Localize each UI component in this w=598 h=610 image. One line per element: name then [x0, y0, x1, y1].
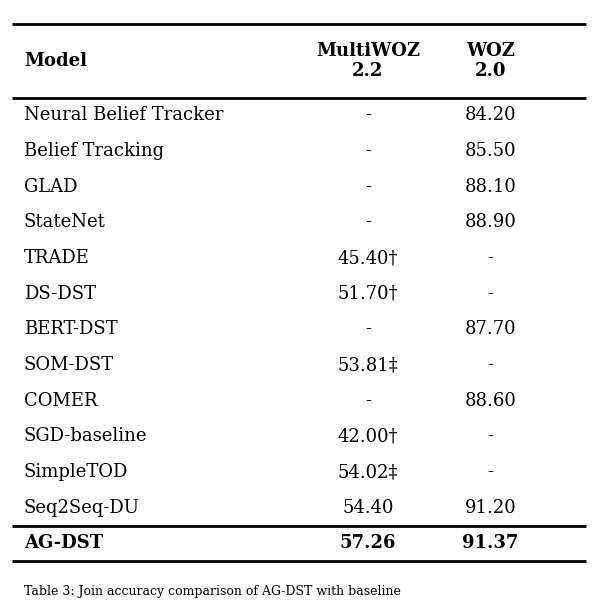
Text: AG-DST: AG-DST [24, 534, 103, 553]
Text: 87.70: 87.70 [465, 320, 516, 339]
Text: 53.81‡: 53.81‡ [337, 356, 398, 374]
Text: -: - [365, 392, 371, 410]
Text: SOM-DST: SOM-DST [24, 356, 114, 374]
Text: Table 3: Join accuracy comparison of AG-DST with baseline: Table 3: Join accuracy comparison of AG-… [24, 585, 401, 598]
Text: 45.40†: 45.40† [337, 249, 398, 267]
Text: 54.02‡: 54.02‡ [337, 463, 398, 481]
Text: DS-DST: DS-DST [24, 285, 96, 303]
Text: Seq2Seq-DU: Seq2Seq-DU [24, 499, 140, 517]
Text: -: - [365, 178, 371, 196]
Text: 91.20: 91.20 [465, 499, 516, 517]
Text: BERT-DST: BERT-DST [24, 320, 118, 339]
Text: -: - [487, 428, 493, 445]
Text: 91.37: 91.37 [462, 534, 518, 553]
Text: 85.50: 85.50 [465, 142, 516, 160]
Text: 51.70†: 51.70† [337, 285, 398, 303]
Text: GLAD: GLAD [24, 178, 77, 196]
Text: SGD-baseline: SGD-baseline [24, 428, 148, 445]
Text: 88.90: 88.90 [465, 214, 516, 231]
Text: MultiWOZ
2.2: MultiWOZ 2.2 [316, 41, 420, 81]
Text: -: - [487, 249, 493, 267]
Text: StateNet: StateNet [24, 214, 106, 231]
Text: -: - [487, 463, 493, 481]
Text: SimpleTOD: SimpleTOD [24, 463, 129, 481]
Text: WOZ
2.0: WOZ 2.0 [466, 41, 515, 81]
Text: 57.26: 57.26 [340, 534, 396, 553]
Text: Belief Tracking: Belief Tracking [24, 142, 164, 160]
Text: 84.20: 84.20 [465, 106, 516, 124]
Text: -: - [365, 142, 371, 160]
Text: -: - [365, 214, 371, 231]
Text: 88.10: 88.10 [465, 178, 516, 196]
Text: -: - [487, 356, 493, 374]
Text: COMER: COMER [24, 392, 97, 410]
Text: TRADE: TRADE [24, 249, 90, 267]
Text: Neural Belief Tracker: Neural Belief Tracker [24, 106, 223, 124]
Text: -: - [365, 106, 371, 124]
Text: -: - [487, 285, 493, 303]
Text: 88.60: 88.60 [465, 392, 516, 410]
Text: Model: Model [24, 52, 87, 70]
Text: 54.40: 54.40 [342, 499, 393, 517]
Text: 42.00†: 42.00† [337, 428, 398, 445]
Text: -: - [365, 320, 371, 339]
